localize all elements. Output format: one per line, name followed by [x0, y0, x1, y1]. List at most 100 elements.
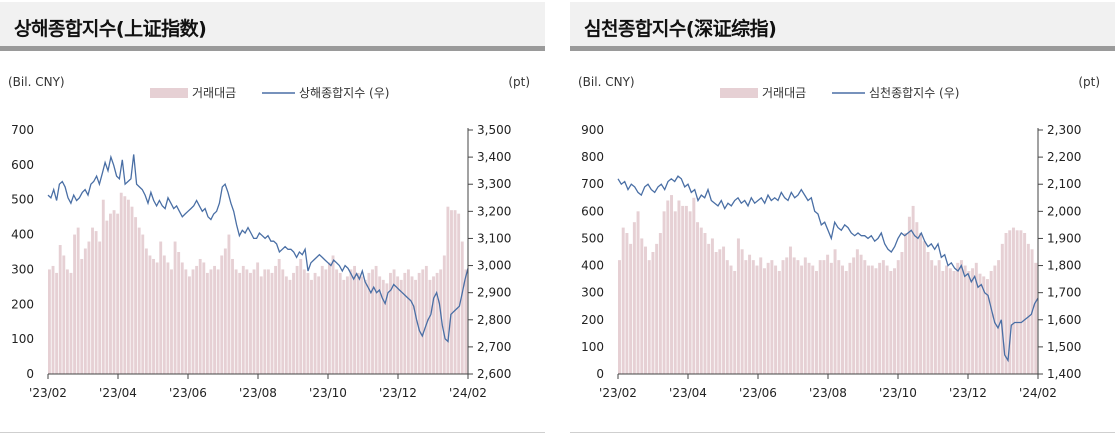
chart-title: 심천종합지수(深证综指) — [584, 18, 777, 40]
volume-bar — [396, 276, 400, 374]
volume-bar — [98, 241, 102, 374]
volume-bar — [238, 272, 242, 374]
volume-bar — [299, 258, 303, 374]
volume-bar — [848, 262, 852, 374]
volume-bar — [392, 269, 396, 374]
right-tick-label: 2,000 — [1047, 204, 1081, 218]
volume-bar — [188, 276, 191, 374]
volume-bar — [360, 276, 364, 374]
right-tick-label: 3,300 — [477, 177, 511, 191]
volume-bar — [803, 257, 807, 374]
volume-bar — [1019, 230, 1023, 374]
volume-bar — [922, 241, 926, 374]
volume-bar — [227, 234, 231, 374]
volume-bar — [841, 265, 844, 374]
volume-bar — [205, 272, 209, 374]
x-tick-label: '23/04 — [669, 386, 707, 400]
volume-bar — [937, 260, 941, 374]
volume-bar — [256, 262, 260, 374]
panel-shenzhen: 심천종합지수(深证综指) (Bil. CNY) (pt) 거래대금 심천종합지수 (우… — [570, 0, 1115, 437]
right-tick-label: 2,700 — [477, 340, 511, 354]
panel-shanghai: 상해종합지수(上证指数) (Bil. CNY) (pt) 거래대금 상해종합지수 (우… — [0, 0, 545, 437]
volume-bar — [919, 233, 923, 374]
divider — [570, 432, 1115, 433]
volume-bar — [1023, 233, 1027, 374]
volume-bar — [457, 213, 461, 374]
volume-bar — [410, 276, 414, 374]
volume-bar — [209, 269, 213, 374]
volume-bar — [707, 243, 711, 374]
volume-bar — [173, 241, 177, 374]
volume-bar — [725, 260, 729, 374]
right-tick-label: 3,400 — [477, 150, 511, 164]
volume-bar — [985, 279, 989, 374]
volume-bar — [162, 255, 166, 374]
volume-bar — [51, 265, 55, 374]
left-tick-label: 500 — [581, 231, 604, 245]
volume-bar — [651, 252, 655, 374]
volume-bar — [788, 246, 792, 374]
volume-bar — [881, 260, 885, 374]
volume-bar — [658, 233, 662, 374]
x-tick-label: '23/10 — [879, 386, 917, 400]
volume-bar — [292, 272, 295, 374]
volume-bar — [792, 257, 796, 374]
x-tick-label: '23/02 — [29, 386, 67, 400]
volume-bar — [134, 217, 138, 374]
volume-bar — [807, 262, 811, 374]
volume-bar — [933, 265, 937, 374]
volume-bar — [345, 276, 349, 374]
x-tick-label: '23/06 — [169, 386, 207, 400]
volume-bar — [945, 265, 949, 374]
legend-bar-swatch — [720, 88, 758, 98]
left-tick-label: 200 — [581, 313, 604, 327]
left-tick-label: 900 — [581, 123, 604, 137]
volume-bar — [356, 272, 360, 374]
volume-bar — [159, 241, 163, 374]
right-tick-label: 3,100 — [477, 231, 511, 245]
volume-bar — [274, 265, 278, 374]
volume-bar — [1004, 233, 1008, 374]
volume-bar — [941, 270, 945, 374]
volume-bar — [777, 270, 781, 374]
right-tick-label: 2,900 — [477, 286, 511, 300]
volume-bar — [338, 272, 342, 374]
volume-bar — [259, 276, 263, 374]
left-tick-label: 600 — [581, 204, 604, 218]
volume-bar — [378, 276, 382, 374]
volume-bar — [119, 192, 123, 374]
x-tick-label: '23/10 — [309, 386, 347, 400]
volume-bar — [367, 272, 371, 374]
volume-bar — [270, 272, 274, 374]
volume-bar — [736, 238, 740, 374]
volume-bar — [900, 252, 904, 374]
volume-bar — [374, 265, 378, 374]
x-tick-label: '23/12 — [949, 386, 987, 400]
left-tick-label: 100 — [581, 340, 604, 354]
left-axis-unit: (Bil. CNY) — [8, 75, 65, 89]
volume-bar — [893, 268, 897, 374]
chart-shanghai: (Bil. CNY) (pt) 거래대금 상해종합지수 (우) 0 100 200 300 40… — [8, 75, 530, 400]
volume-bar — [844, 270, 848, 374]
volume-bar — [263, 269, 267, 374]
volume-bar — [80, 258, 84, 374]
volume-bar — [718, 249, 722, 374]
volume-bar — [755, 265, 759, 374]
volume-bar — [822, 260, 826, 374]
volume-bar — [464, 269, 468, 374]
volume-bar — [91, 227, 94, 374]
volume-bar — [403, 272, 407, 374]
volume-bar — [662, 211, 666, 374]
volume-bar — [959, 260, 963, 374]
volume-bar — [956, 262, 960, 374]
volume-bar — [696, 222, 700, 374]
volume-bar — [818, 260, 822, 374]
right-tick-label: 1,800 — [1047, 259, 1081, 273]
volume-bar — [435, 272, 439, 374]
volume-bar — [180, 262, 184, 374]
volume-bar — [363, 279, 367, 374]
volume-bar — [699, 227, 703, 374]
volume-bar — [87, 241, 91, 374]
volume-bar — [389, 272, 392, 374]
volume-bar — [94, 231, 98, 374]
